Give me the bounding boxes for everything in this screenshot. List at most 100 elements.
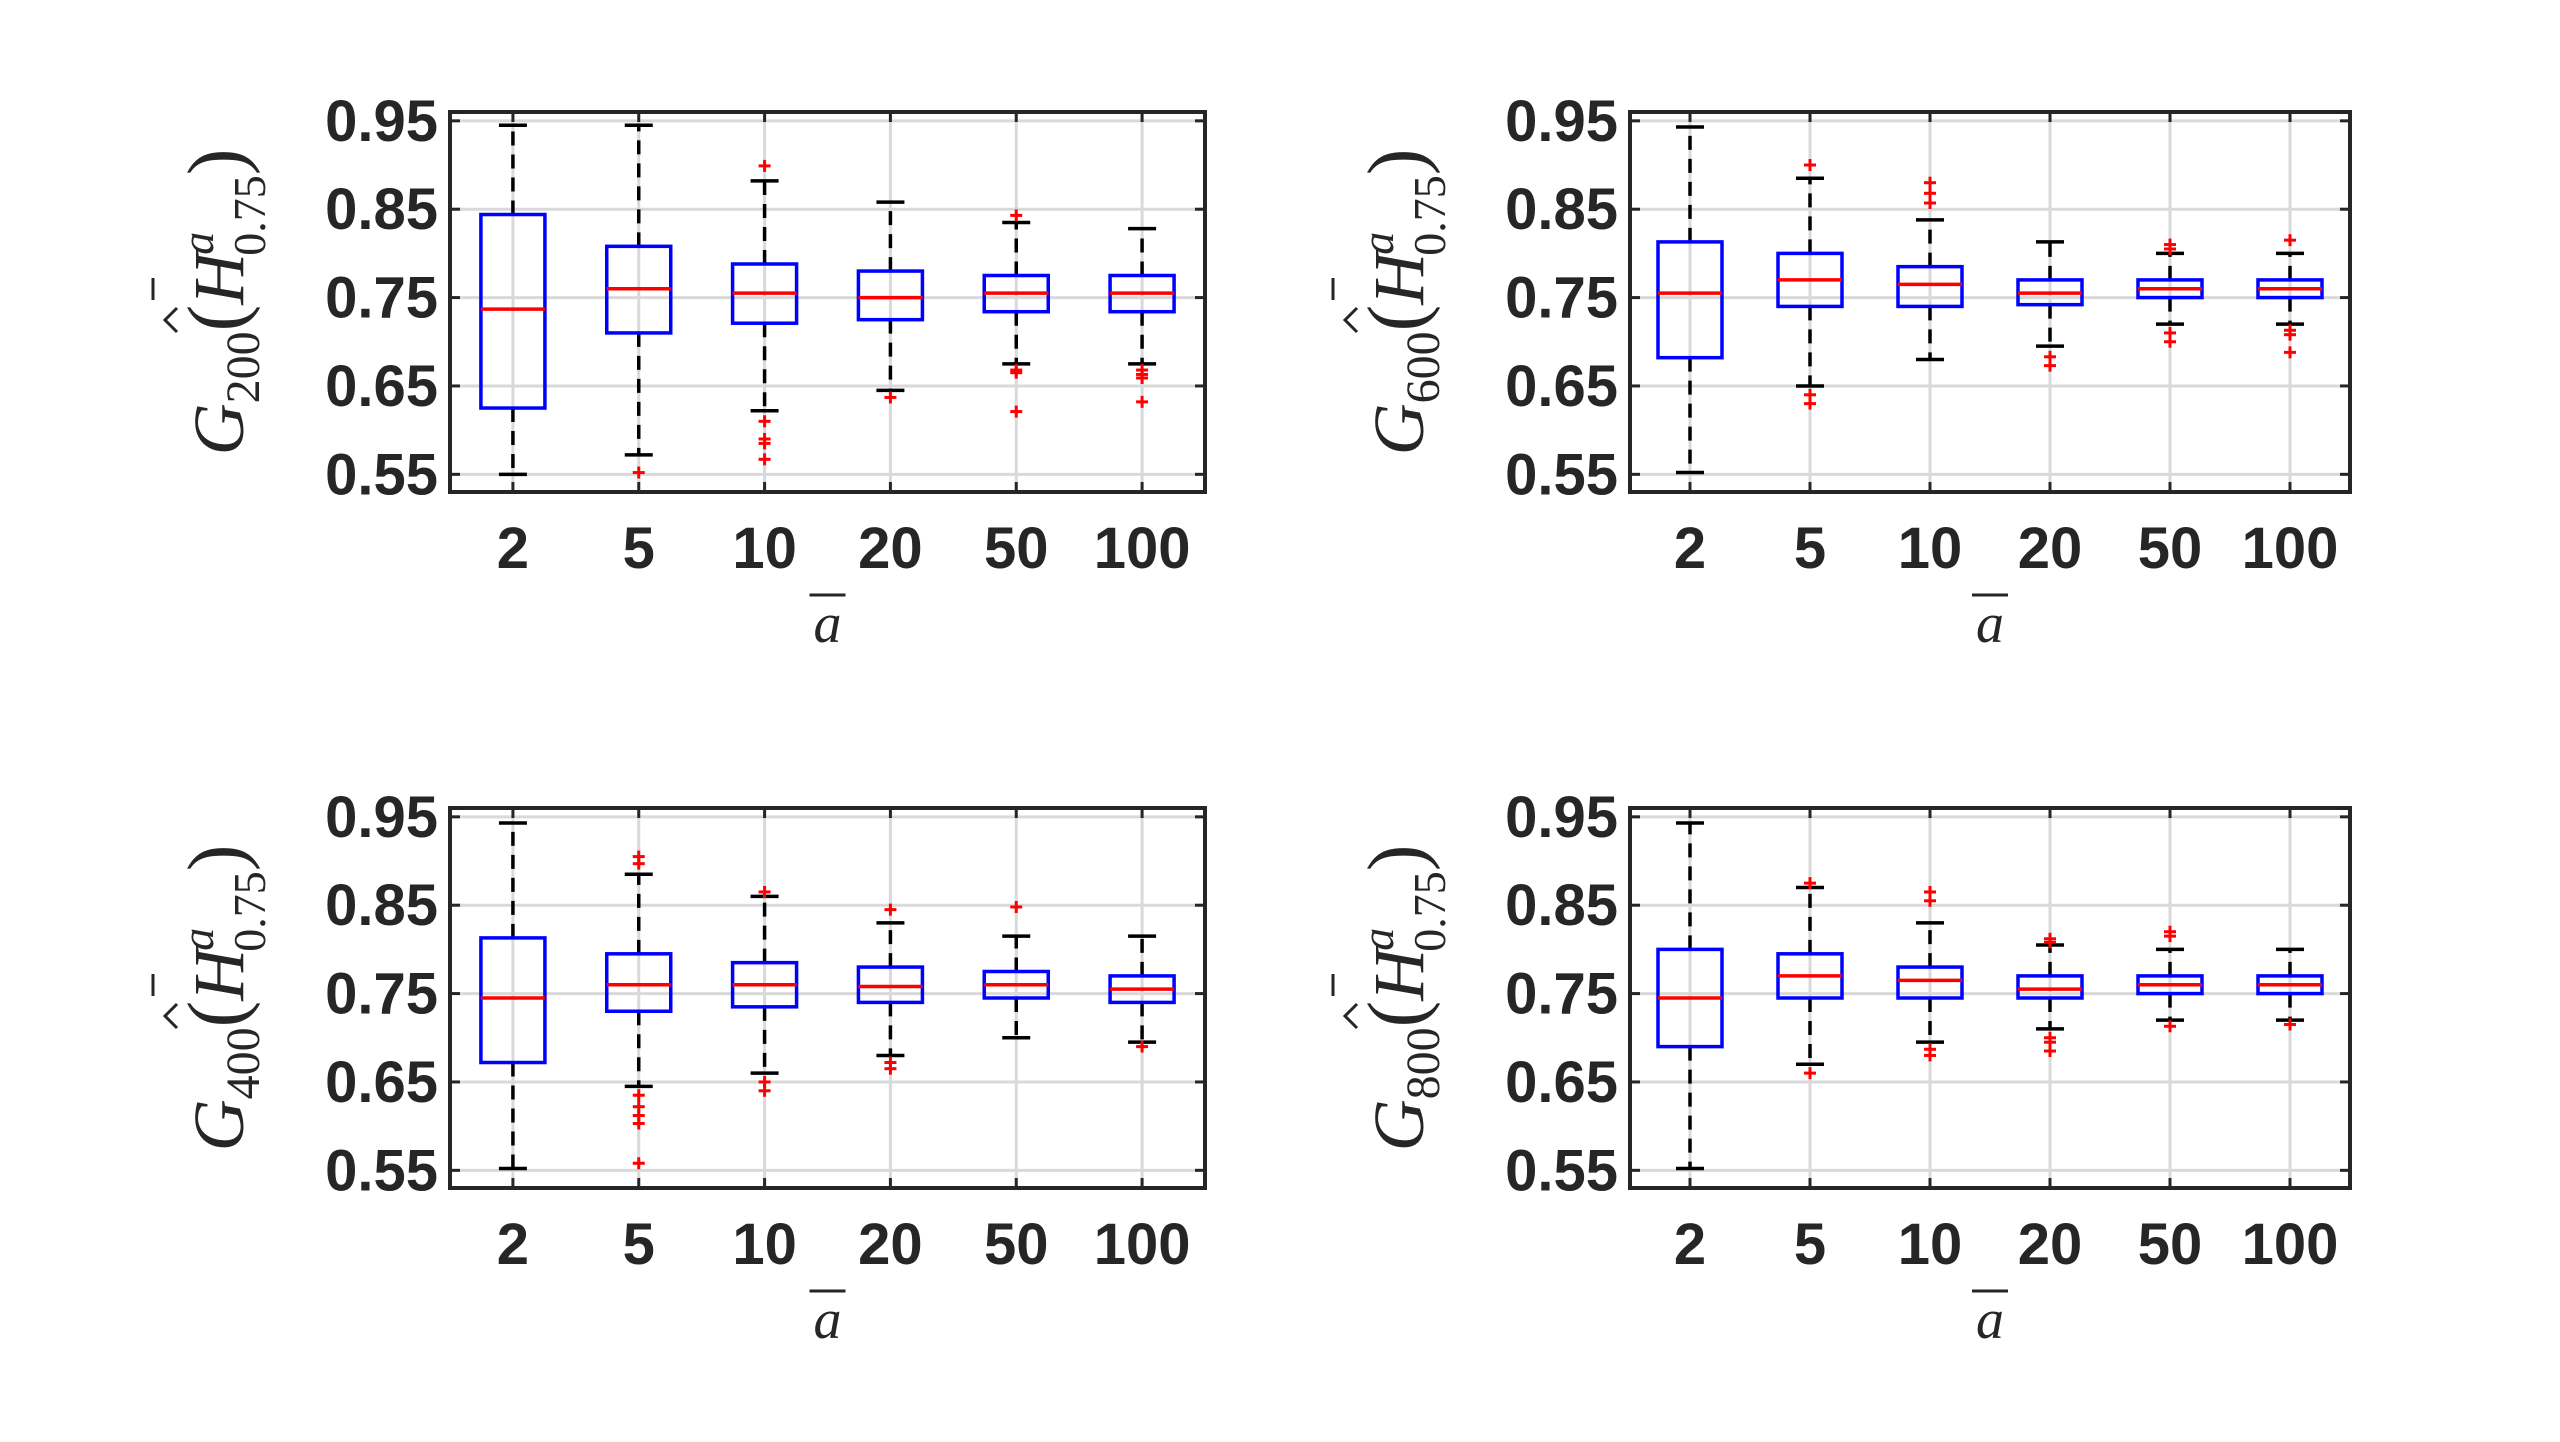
- outlier-marker: [1804, 1067, 1816, 1080]
- outlier-marker: [1136, 1040, 1149, 1053]
- svg-text:a: a: [814, 1289, 842, 1351]
- y-tick-label: 0.85: [1505, 873, 1618, 938]
- y-tick-label: 0.55: [1505, 442, 1618, 507]
- y-tick-label: 0.75: [1505, 962, 1618, 1027]
- outlier-marker: [758, 437, 771, 450]
- outlier-marker: [2284, 1018, 2296, 1031]
- outlier-marker: [632, 466, 645, 479]
- outlier-marker: [1136, 395, 1149, 408]
- x-tick-label: 2: [1674, 1212, 1706, 1277]
- x-tick-label: 100: [2242, 516, 2339, 581]
- y-tick-label: 0.95: [325, 785, 438, 850]
- x-tick-label: 10: [1898, 1212, 1963, 1277]
- y-axis-label-text: G800(Ha0.75): [1352, 845, 1455, 1152]
- y-tick-label: 0.55: [1505, 1138, 1618, 1203]
- x-tick-label: 20: [858, 1212, 923, 1277]
- y-tick-label: 0.85: [325, 177, 438, 242]
- box-100: [1108, 226, 1176, 408]
- outlier-marker: [758, 415, 771, 428]
- y-tick-label: 0.85: [325, 873, 438, 938]
- outlier-marker: [1924, 894, 1936, 907]
- hat-accent: [1342, 306, 1359, 334]
- x-tick-label: 10: [732, 516, 797, 581]
- box-50: [2136, 925, 2204, 1033]
- box-10: [730, 885, 799, 1097]
- y-tick-label: 0.75: [325, 266, 438, 331]
- x-tick-label: 20: [2018, 1212, 2083, 1277]
- outlier-marker: [2284, 328, 2296, 341]
- x-tick-label: 5: [623, 516, 655, 581]
- outlier-marker: [1804, 159, 1816, 172]
- box-2: [479, 123, 547, 477]
- x-axis-label: a: [809, 593, 846, 655]
- x-tick-label: 100: [2242, 1212, 2339, 1277]
- axes-frame: [1628, 806, 2352, 1190]
- y-tick-label: 0.65: [1505, 354, 1618, 419]
- y-axis-label: G200(Ha0.75): [151, 149, 275, 455]
- box-iqr: [1896, 264, 1964, 309]
- box-iqr: [1896, 965, 1964, 1000]
- box-100: [2256, 947, 2324, 1031]
- box-iqr: [1656, 240, 1724, 360]
- chart-panel-1: 0.55 0.65 0.75 0.85 0.95 2 5 10 20 50 100 a G200(Ha0…: [151, 89, 1207, 655]
- x-tick-label: 50: [2138, 516, 2203, 581]
- box-10: [730, 159, 799, 466]
- y-axis-label-text: G600(Ha0.75): [1352, 149, 1455, 456]
- outlier-marker: [2284, 234, 2296, 247]
- box-20: [2016, 240, 2084, 372]
- x-tick-label: 10: [1898, 516, 1963, 581]
- outlier-marker: [2164, 930, 2176, 943]
- y-axis-label: G800(Ha0.75): [1331, 845, 1455, 1152]
- box-50: [2136, 238, 2204, 348]
- x-tick-label: 100: [1094, 1212, 1191, 1277]
- box-100: [2256, 234, 2324, 359]
- box-2: [479, 821, 547, 1171]
- y-tick-label: 0.65: [325, 354, 438, 419]
- outlier-marker: [884, 1062, 897, 1075]
- outlier-marker: [2164, 242, 2176, 255]
- box-20: [2016, 932, 2084, 1058]
- box-100: [1108, 934, 1176, 1053]
- axes-frame: [448, 110, 1207, 494]
- svg-text:a: a: [1976, 593, 2004, 655]
- chart-panel-3: 0.55 0.65 0.75 0.85 0.95 2 5 10 20 50 100 a G400(Ha0…: [151, 785, 1207, 1351]
- y-tick-label: 0.65: [1505, 1050, 1618, 1115]
- box-10: [1896, 885, 1964, 1062]
- outlier-marker: [1924, 176, 1936, 189]
- outlier-marker: [632, 1157, 645, 1170]
- box-20: [856, 903, 925, 1075]
- y-tick-label: 0.85: [1505, 177, 1618, 242]
- box-5: [605, 123, 673, 479]
- outlier-marker: [1804, 877, 1816, 890]
- outlier-marker: [758, 885, 771, 898]
- outlier-marker: [2044, 936, 2056, 949]
- box-50: [982, 900, 1050, 1040]
- outlier-marker: [758, 159, 771, 172]
- outlier-marker: [1136, 372, 1149, 384]
- y-tick-label: 0.55: [325, 1138, 438, 1203]
- y-tick-label: 0.75: [1505, 266, 1618, 331]
- box-5: [605, 850, 673, 1170]
- y-tick-label: 0.65: [325, 1050, 438, 1115]
- outlier-marker: [632, 1089, 645, 1102]
- x-tick-label: 5: [623, 1212, 655, 1277]
- x-tick-label: 20: [858, 516, 923, 581]
- axes-frame: [1628, 110, 2352, 494]
- outlier-marker: [1010, 900, 1023, 913]
- outlier-marker: [758, 1084, 771, 1097]
- box-5: [1776, 877, 1844, 1080]
- outlier-marker: [2164, 1020, 2176, 1033]
- plot-area: [1630, 112, 2350, 492]
- x-tick-label: 10: [732, 1212, 797, 1277]
- y-axis-label-text: G400(Ha0.75): [172, 845, 275, 1152]
- x-tick-label: 50: [984, 516, 1049, 581]
- svg-text:a: a: [1976, 1289, 2004, 1351]
- box-20: [856, 200, 925, 404]
- box-2: [1656, 821, 1724, 1171]
- outlier-marker: [2164, 335, 2176, 348]
- box-iqr: [605, 952, 673, 1014]
- y-axis-label: G600(Ha0.75): [1331, 149, 1455, 456]
- plot-area: [450, 112, 1205, 492]
- x-tick-label: 50: [984, 1212, 1049, 1277]
